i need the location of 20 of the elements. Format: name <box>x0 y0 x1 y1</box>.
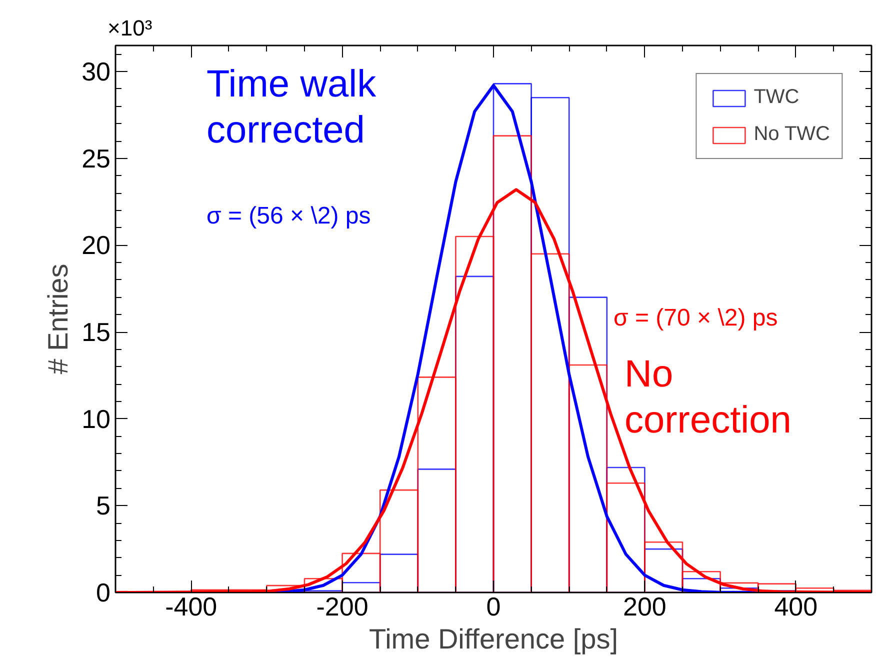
annotation: σ = (70 × \2) ps <box>614 304 778 332</box>
x-tick-label: -200 <box>316 592 368 622</box>
annotation: Time walk corrected <box>206 63 378 152</box>
y-tick-label: 20 <box>82 230 110 260</box>
x-axis-title: Time Difference [ps] <box>369 624 618 654</box>
y-tick-label: 15 <box>82 317 110 348</box>
x-tick-label: 400 <box>774 592 818 622</box>
x-tick-label: 200 <box>623 592 666 622</box>
annotation: No correction <box>624 353 792 442</box>
text: ×10³ <box>108 16 152 40</box>
annotation: σ = (56 × \2) ps <box>206 202 371 230</box>
legend-label: TWC <box>754 86 800 109</box>
y-tick-label: 25 <box>82 143 110 174</box>
y-tick-label: 5 <box>96 490 111 521</box>
x-tick-label: -400 <box>165 592 218 622</box>
y-axis-title: # Entries <box>42 264 74 374</box>
legend-label: No TWC <box>754 123 830 146</box>
x-tick-label: 0 <box>486 592 501 622</box>
y-tick-label: 30 <box>82 56 110 87</box>
y-tick-label: 10 <box>82 404 110 434</box>
